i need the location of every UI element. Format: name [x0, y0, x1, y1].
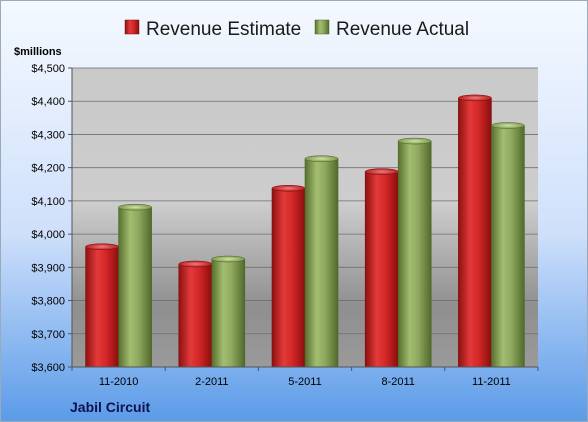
y-tick-label: $3,600 [31, 362, 65, 374]
bar-group [458, 94, 525, 368]
y-tick-label: $4,200 [31, 163, 65, 175]
x-tick-label: 2-2011 [195, 376, 228, 388]
bar-estimate [458, 97, 492, 368]
bar-actual [118, 206, 152, 368]
company-name-label: Jabil Circuit [70, 399, 150, 415]
legend-swatch-actual [314, 19, 330, 35]
bar-actual [397, 140, 432, 368]
bars [85, 94, 525, 368]
legend-swatch-estimate [124, 19, 140, 35]
x-tick-label: 8-2011 [381, 376, 414, 388]
bar-cap-estimate [178, 260, 213, 268]
y-tick-label: $3,700 [31, 329, 65, 341]
bar-actual [211, 258, 246, 368]
y-tick-label: $3,900 [31, 262, 65, 274]
y-tick-label: $4,500 [31, 63, 65, 75]
legend-item-estimate: Revenue Estimate [124, 19, 301, 40]
bar-cap-estimate [458, 94, 492, 102]
x-tick-label: 11-2011 [472, 376, 511, 388]
legend-item-actual: Revenue Actual [314, 19, 469, 40]
bar-cap-actual [397, 137, 432, 145]
legend-label-actual: Revenue Actual [336, 19, 469, 40]
y-axis-unit-label: $millions [14, 46, 62, 58]
bar-estimate [271, 187, 306, 368]
x-tick-label: 11-2010 [99, 376, 139, 388]
y-tick-label: $4,300 [31, 129, 65, 141]
y-tick-label: $4,100 [31, 196, 65, 208]
y-axis-ticks: $3,600 $3,700 $3,800 $3,900 $4,000 $4,100 $4,2… [31, 63, 72, 374]
bar-actual [491, 125, 525, 368]
bar-estimate [178, 263, 213, 368]
bar-group [178, 255, 246, 368]
legend: Revenue Estimate Revenue Actual [124, 19, 469, 40]
y-tick-label: $3,800 [31, 296, 65, 308]
y-tick-label: $4,400 [31, 96, 65, 108]
bar-group [364, 137, 432, 368]
y-tick-label: $4,000 [31, 229, 65, 241]
bar-group [271, 155, 339, 368]
bar-cap-actual [304, 155, 339, 162]
bar-cap-estimate [271, 185, 306, 192]
bar-group [85, 203, 152, 368]
legend-label-estimate: Revenue Estimate [146, 19, 301, 40]
bar-estimate [364, 171, 399, 368]
bar-actual [304, 158, 339, 368]
bar-cap-actual [491, 122, 525, 129]
bar-cap-estimate [364, 168, 399, 175]
bar-cap-actual [118, 203, 152, 211]
x-tick-label: 5-2011 [288, 376, 321, 388]
bar-estimate [85, 246, 119, 368]
bar-cap-estimate [85, 243, 119, 250]
bar-cap-actual [211, 255, 246, 263]
x-axis-ticks: 11-2010 2-2011 5-2011 8-2011 11-2011 [71, 367, 539, 388]
